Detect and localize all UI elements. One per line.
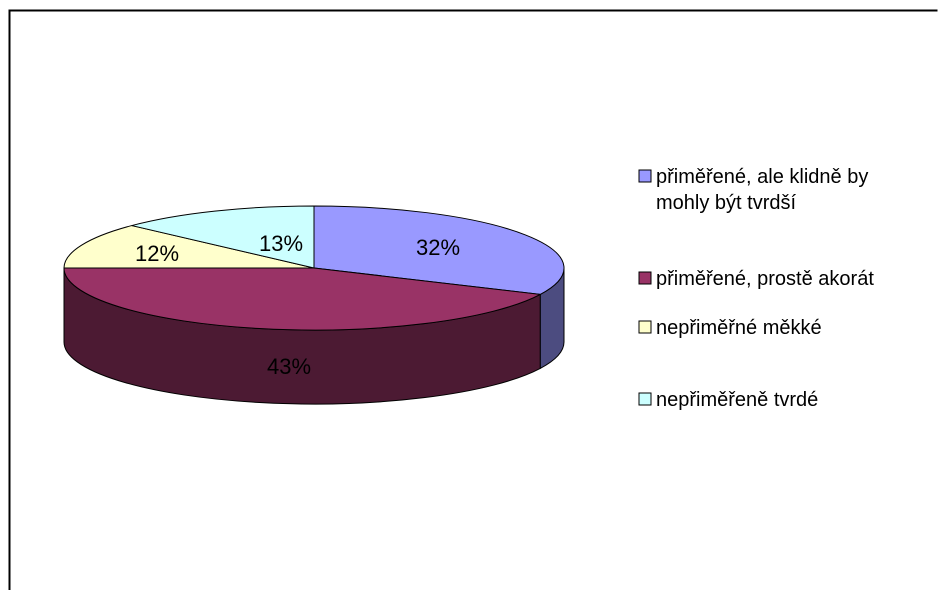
pie-slice-primerene-proste-akorat — [63, 267, 542, 331]
pie-slice-neprimerene-tvrde — [131, 205, 315, 269]
data-label-neprimerne-mekke: 12% — [135, 241, 179, 266]
legend-label-neprimerne-mekke: nepřiměřné měkké — [656, 317, 822, 339]
legend-swatch-primerene-ale-klidne-by-mohly-byt-tvrdsi — [638, 169, 652, 183]
pie-sides — [63, 267, 565, 405]
legend-swatch-neprimerne-mekke — [638, 320, 652, 334]
data-label-primerene-ale-klidne-by-mohly-byt-tvrdsi: 32% — [416, 235, 460, 260]
pie-labels: 32% 43% 12% 13% — [135, 231, 460, 379]
data-label-primerene-proste-akorat: 43% — [267, 354, 311, 379]
legend: přiměřené, ale klidně by mohly být tvrdší… — [638, 166, 874, 411]
legend-swatch-primerene-proste-akorat — [638, 271, 652, 285]
legend-swatch-neprimerene-tvrde — [638, 392, 652, 406]
legend-label-primerene-proste-akorat: přiměřené, prostě akorát — [656, 268, 874, 290]
pie-tops — [63, 205, 565, 331]
data-label-neprimerene-tvrde: 13% — [259, 231, 303, 256]
legend-label-neprimerene-tvrde: nepřiměřeně tvrdé — [656, 389, 818, 411]
legend-label-primerene-ale-klidne-by-mohly-byt-tvrdsi: přiměřené, ale klidně by mohly být tvrdší — [656, 166, 868, 214]
pie-slice-neprimerne-mekke — [63, 225, 315, 269]
pie-slice-primerene-ale-klidne-by-mohly-byt-tvrdsi — [313, 205, 565, 295]
chart-border — [8, 9, 938, 590]
